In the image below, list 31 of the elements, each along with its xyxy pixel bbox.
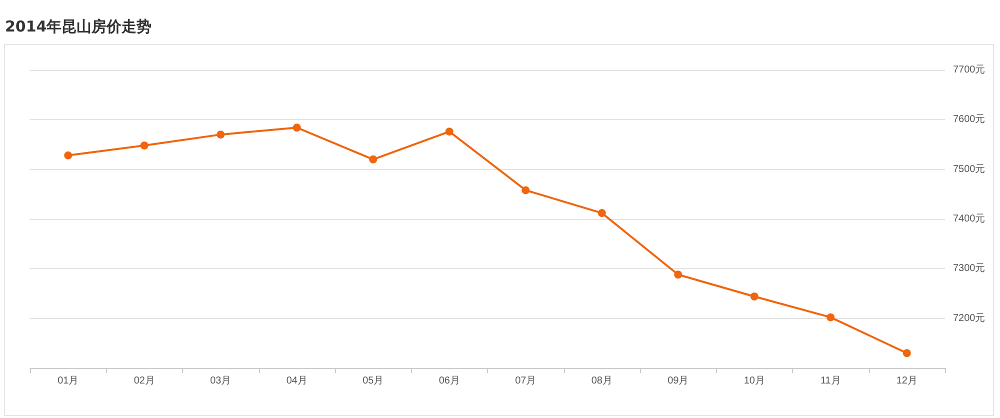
y-tick-label: 7300元	[953, 263, 986, 274]
x-tick-label: 10月	[744, 376, 765, 386]
point	[674, 270, 682, 279]
y-tick-label: 7700元	[953, 64, 986, 76]
y-tick-label: 7200元	[953, 312, 986, 324]
y-tick-label: 7400元	[953, 214, 986, 224]
x-tick-label: 06月	[438, 376, 460, 386]
point	[598, 209, 606, 218]
point	[369, 155, 378, 164]
y-tick-label: 7600元	[953, 114, 986, 126]
point	[522, 186, 530, 194]
point	[140, 141, 148, 150]
x-tick-label: 04月	[286, 376, 308, 386]
x-tick-label: 03月	[210, 376, 232, 386]
x-tick-label: 01月	[58, 376, 79, 386]
point	[750, 292, 758, 300]
point	[292, 124, 301, 132]
chart-title: 2014年昆山房价走势	[5, 18, 152, 36]
y-tick-label: 7500元	[953, 164, 986, 175]
x-tick-label: 07月	[515, 376, 536, 386]
point	[902, 349, 911, 358]
x-tick-label: 11月	[820, 376, 841, 386]
point	[445, 128, 454, 136]
point	[64, 151, 72, 160]
x-tick-label: 09月	[668, 376, 689, 386]
x-tick-label: 02月	[134, 376, 155, 386]
x-tick-label: 12月	[896, 376, 918, 386]
x-tick-label: 05月	[362, 376, 384, 386]
x-tick-label: 08月	[591, 376, 612, 386]
point	[216, 130, 225, 139]
point	[826, 313, 835, 322]
